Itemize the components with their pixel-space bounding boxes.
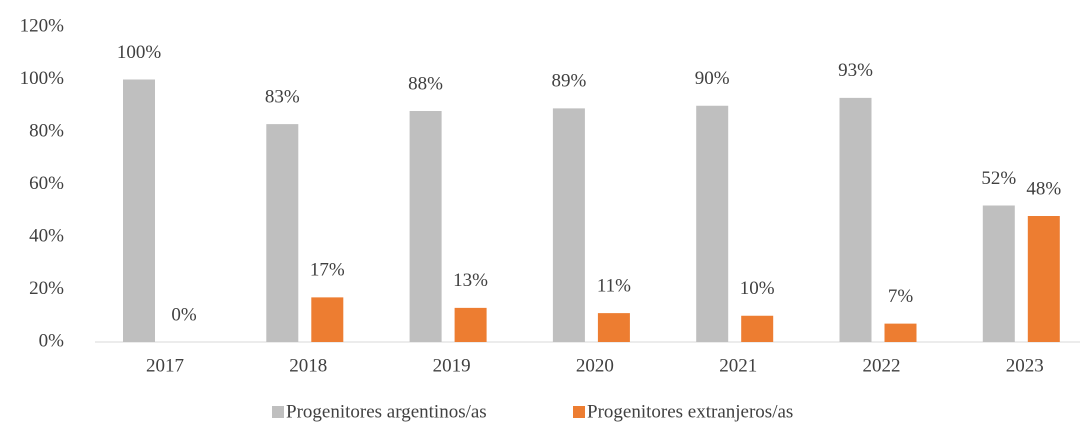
- bar: [696, 105, 729, 342]
- value-label: 93%: [838, 60, 873, 81]
- value-label: 89%: [551, 71, 586, 92]
- y-tick-label: 20%: [29, 278, 64, 299]
- bar: [552, 108, 585, 342]
- value-label: 11%: [597, 275, 631, 296]
- value-label: 100%: [117, 42, 162, 63]
- y-tick-label: 80%: [29, 120, 64, 141]
- value-label: 0%: [171, 304, 197, 325]
- bar: [123, 79, 155, 342]
- bar: [409, 111, 442, 342]
- bar: [311, 297, 344, 342]
- legend-label: Progenitores extranjeros/as: [587, 401, 793, 422]
- value-label: 7%: [888, 286, 914, 307]
- bar: [982, 205, 1015, 342]
- y-tick-label: 60%: [29, 173, 64, 194]
- bar: [1027, 216, 1060, 342]
- value-label: 52%: [981, 168, 1016, 189]
- bar: [454, 307, 487, 342]
- y-tick-label: 100%: [20, 68, 65, 89]
- legend-swatch: [272, 406, 284, 418]
- bar: [884, 323, 917, 342]
- x-tick-label: 2019: [433, 355, 471, 376]
- bar: [839, 97, 872, 342]
- value-label: 83%: [265, 86, 300, 107]
- legend-swatch: [573, 406, 585, 418]
- x-tick-label: 2023: [1006, 355, 1044, 376]
- x-tick-label: 2020: [576, 355, 614, 376]
- value-label: 10%: [740, 278, 775, 299]
- value-label: 88%: [408, 73, 443, 94]
- x-tick-label: 2022: [863, 355, 901, 376]
- value-label: 17%: [310, 260, 345, 281]
- bar: [597, 313, 630, 342]
- x-tick-label: 2018: [289, 355, 327, 376]
- x-tick-label: 2021: [719, 355, 757, 376]
- value-label: 90%: [695, 68, 730, 89]
- y-tick-label: 40%: [29, 225, 64, 246]
- legend-label: Progenitores argentinos/as: [286, 401, 487, 422]
- bar: [741, 315, 774, 342]
- y-tick-label: 0%: [39, 330, 65, 351]
- y-tick-label: 120%: [20, 15, 65, 36]
- value-label: 13%: [453, 270, 488, 291]
- value-label: 48%: [1026, 178, 1061, 199]
- bar: [266, 124, 299, 342]
- x-tick-label: 2017: [146, 355, 184, 376]
